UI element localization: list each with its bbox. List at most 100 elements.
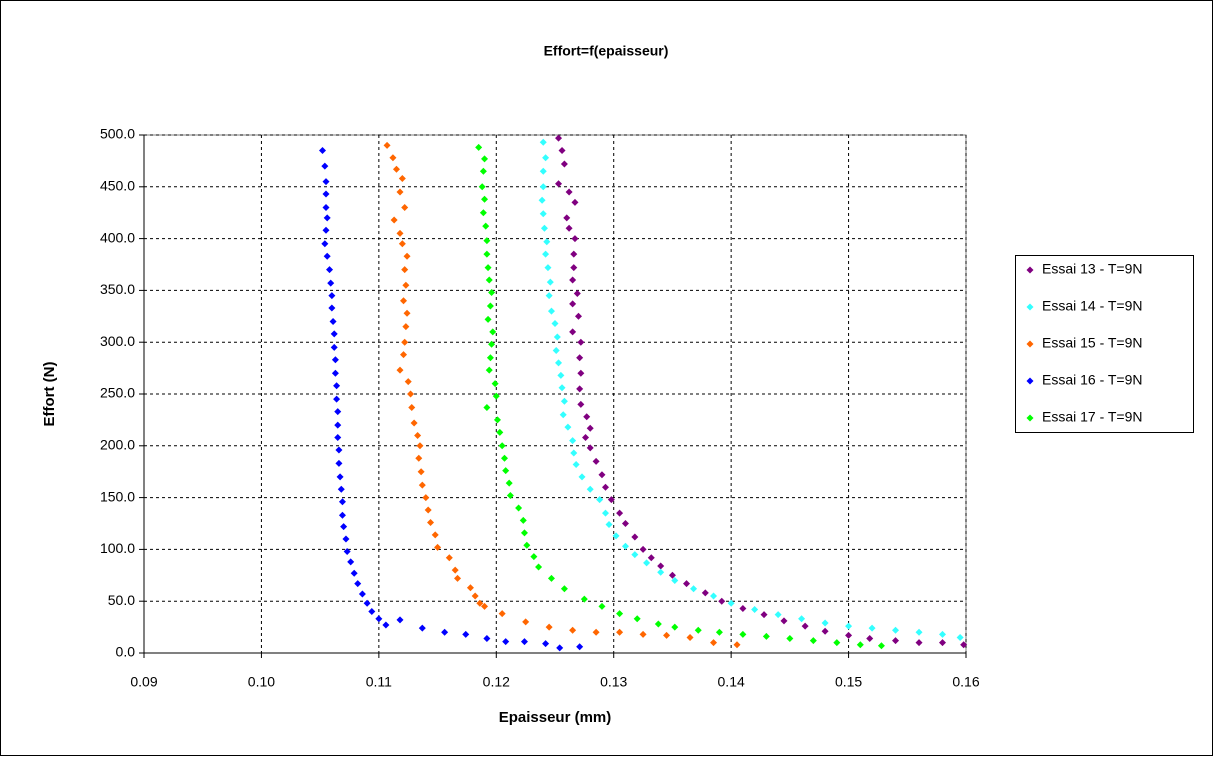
data-point bbox=[478, 183, 486, 191]
data-point bbox=[798, 615, 806, 623]
data-point bbox=[727, 599, 735, 607]
data-point bbox=[539, 138, 547, 146]
x-tick-label: 0.13 bbox=[600, 674, 627, 690]
data-point bbox=[441, 628, 449, 636]
data-point bbox=[616, 628, 624, 636]
data-point bbox=[398, 240, 406, 248]
data-point bbox=[481, 602, 489, 610]
data-point bbox=[583, 413, 591, 421]
data-point bbox=[821, 619, 829, 627]
data-point bbox=[877, 642, 885, 650]
data-point bbox=[639, 630, 647, 638]
data-point bbox=[434, 543, 442, 551]
data-point bbox=[547, 307, 555, 315]
data-point bbox=[569, 626, 577, 634]
y-tick-label: 200.0 bbox=[100, 437, 135, 453]
data-point bbox=[559, 411, 567, 419]
data-point bbox=[400, 297, 408, 305]
data-point bbox=[563, 214, 571, 222]
data-point bbox=[571, 235, 579, 243]
data-point bbox=[564, 423, 572, 431]
data-point bbox=[569, 437, 577, 445]
data-point bbox=[547, 574, 555, 582]
data-point bbox=[505, 479, 513, 487]
data-point bbox=[340, 523, 348, 531]
data-point bbox=[592, 457, 600, 465]
data-point bbox=[598, 602, 606, 610]
data-point bbox=[358, 590, 366, 598]
data-point bbox=[407, 390, 415, 398]
data-point bbox=[572, 460, 580, 468]
data-point bbox=[821, 627, 829, 635]
data-point bbox=[733, 641, 741, 649]
data-point bbox=[686, 633, 694, 641]
y-tick-label: 300.0 bbox=[100, 333, 135, 349]
legend-marker bbox=[1026, 340, 1034, 348]
data-point bbox=[343, 547, 351, 555]
data-point bbox=[328, 292, 336, 300]
data-point bbox=[331, 356, 339, 364]
data-point bbox=[396, 616, 404, 624]
data-point bbox=[960, 641, 968, 649]
data-point bbox=[323, 252, 331, 260]
data-point bbox=[809, 637, 817, 645]
data-point bbox=[398, 175, 406, 183]
y-axis-title: Effort (N) bbox=[41, 362, 58, 427]
data-point bbox=[560, 397, 568, 405]
legend-label: Essai 14 - T=9N bbox=[1042, 298, 1143, 314]
data-point bbox=[333, 382, 341, 390]
data-point bbox=[493, 416, 501, 424]
data-point bbox=[576, 643, 584, 651]
data-point bbox=[375, 615, 383, 623]
data-point bbox=[486, 354, 494, 362]
legend-marker bbox=[1026, 377, 1034, 385]
data-point bbox=[596, 496, 604, 504]
data-point bbox=[868, 624, 876, 632]
data-point bbox=[786, 634, 794, 642]
data-point bbox=[616, 610, 624, 618]
data-point bbox=[535, 563, 543, 571]
data-point bbox=[565, 224, 573, 232]
data-point bbox=[479, 167, 487, 175]
data-point bbox=[647, 554, 655, 562]
data-point bbox=[833, 639, 841, 647]
data-point bbox=[400, 351, 408, 359]
x-tick-label: 0.10 bbox=[248, 674, 275, 690]
data-point bbox=[560, 160, 568, 168]
data-point bbox=[760, 611, 768, 619]
x-tick-label: 0.15 bbox=[835, 674, 862, 690]
data-point bbox=[555, 180, 563, 188]
data-point bbox=[701, 589, 709, 597]
data-point bbox=[607, 496, 615, 504]
data-point bbox=[616, 509, 624, 517]
data-point bbox=[462, 630, 470, 638]
data-point bbox=[501, 454, 509, 462]
data-point bbox=[577, 369, 585, 377]
data-point bbox=[321, 162, 329, 170]
data-point bbox=[540, 224, 548, 232]
data-point bbox=[485, 366, 493, 374]
y-tick-label: 50.0 bbox=[108, 592, 135, 608]
y-tick-label: 350.0 bbox=[100, 281, 135, 297]
data-point bbox=[574, 312, 582, 320]
data-point bbox=[538, 196, 546, 204]
data-point bbox=[683, 580, 691, 588]
data-point bbox=[668, 571, 676, 579]
y-tick-label: 450.0 bbox=[100, 178, 135, 194]
legend-label: Essai 16 - T=9N bbox=[1042, 372, 1143, 388]
data-point bbox=[337, 485, 345, 493]
x-tick-label: 0.16 bbox=[952, 674, 979, 690]
data-point bbox=[328, 304, 336, 312]
data-point bbox=[389, 154, 397, 162]
data-point bbox=[481, 195, 489, 203]
data-point bbox=[845, 622, 853, 630]
data-point bbox=[422, 494, 430, 502]
data-point bbox=[323, 214, 331, 222]
data-point bbox=[671, 576, 679, 584]
data-point bbox=[560, 585, 568, 593]
data-point bbox=[557, 371, 565, 379]
data-point bbox=[418, 624, 426, 632]
data-point bbox=[671, 623, 679, 631]
legend-box bbox=[1015, 255, 1194, 433]
data-point bbox=[539, 167, 547, 175]
